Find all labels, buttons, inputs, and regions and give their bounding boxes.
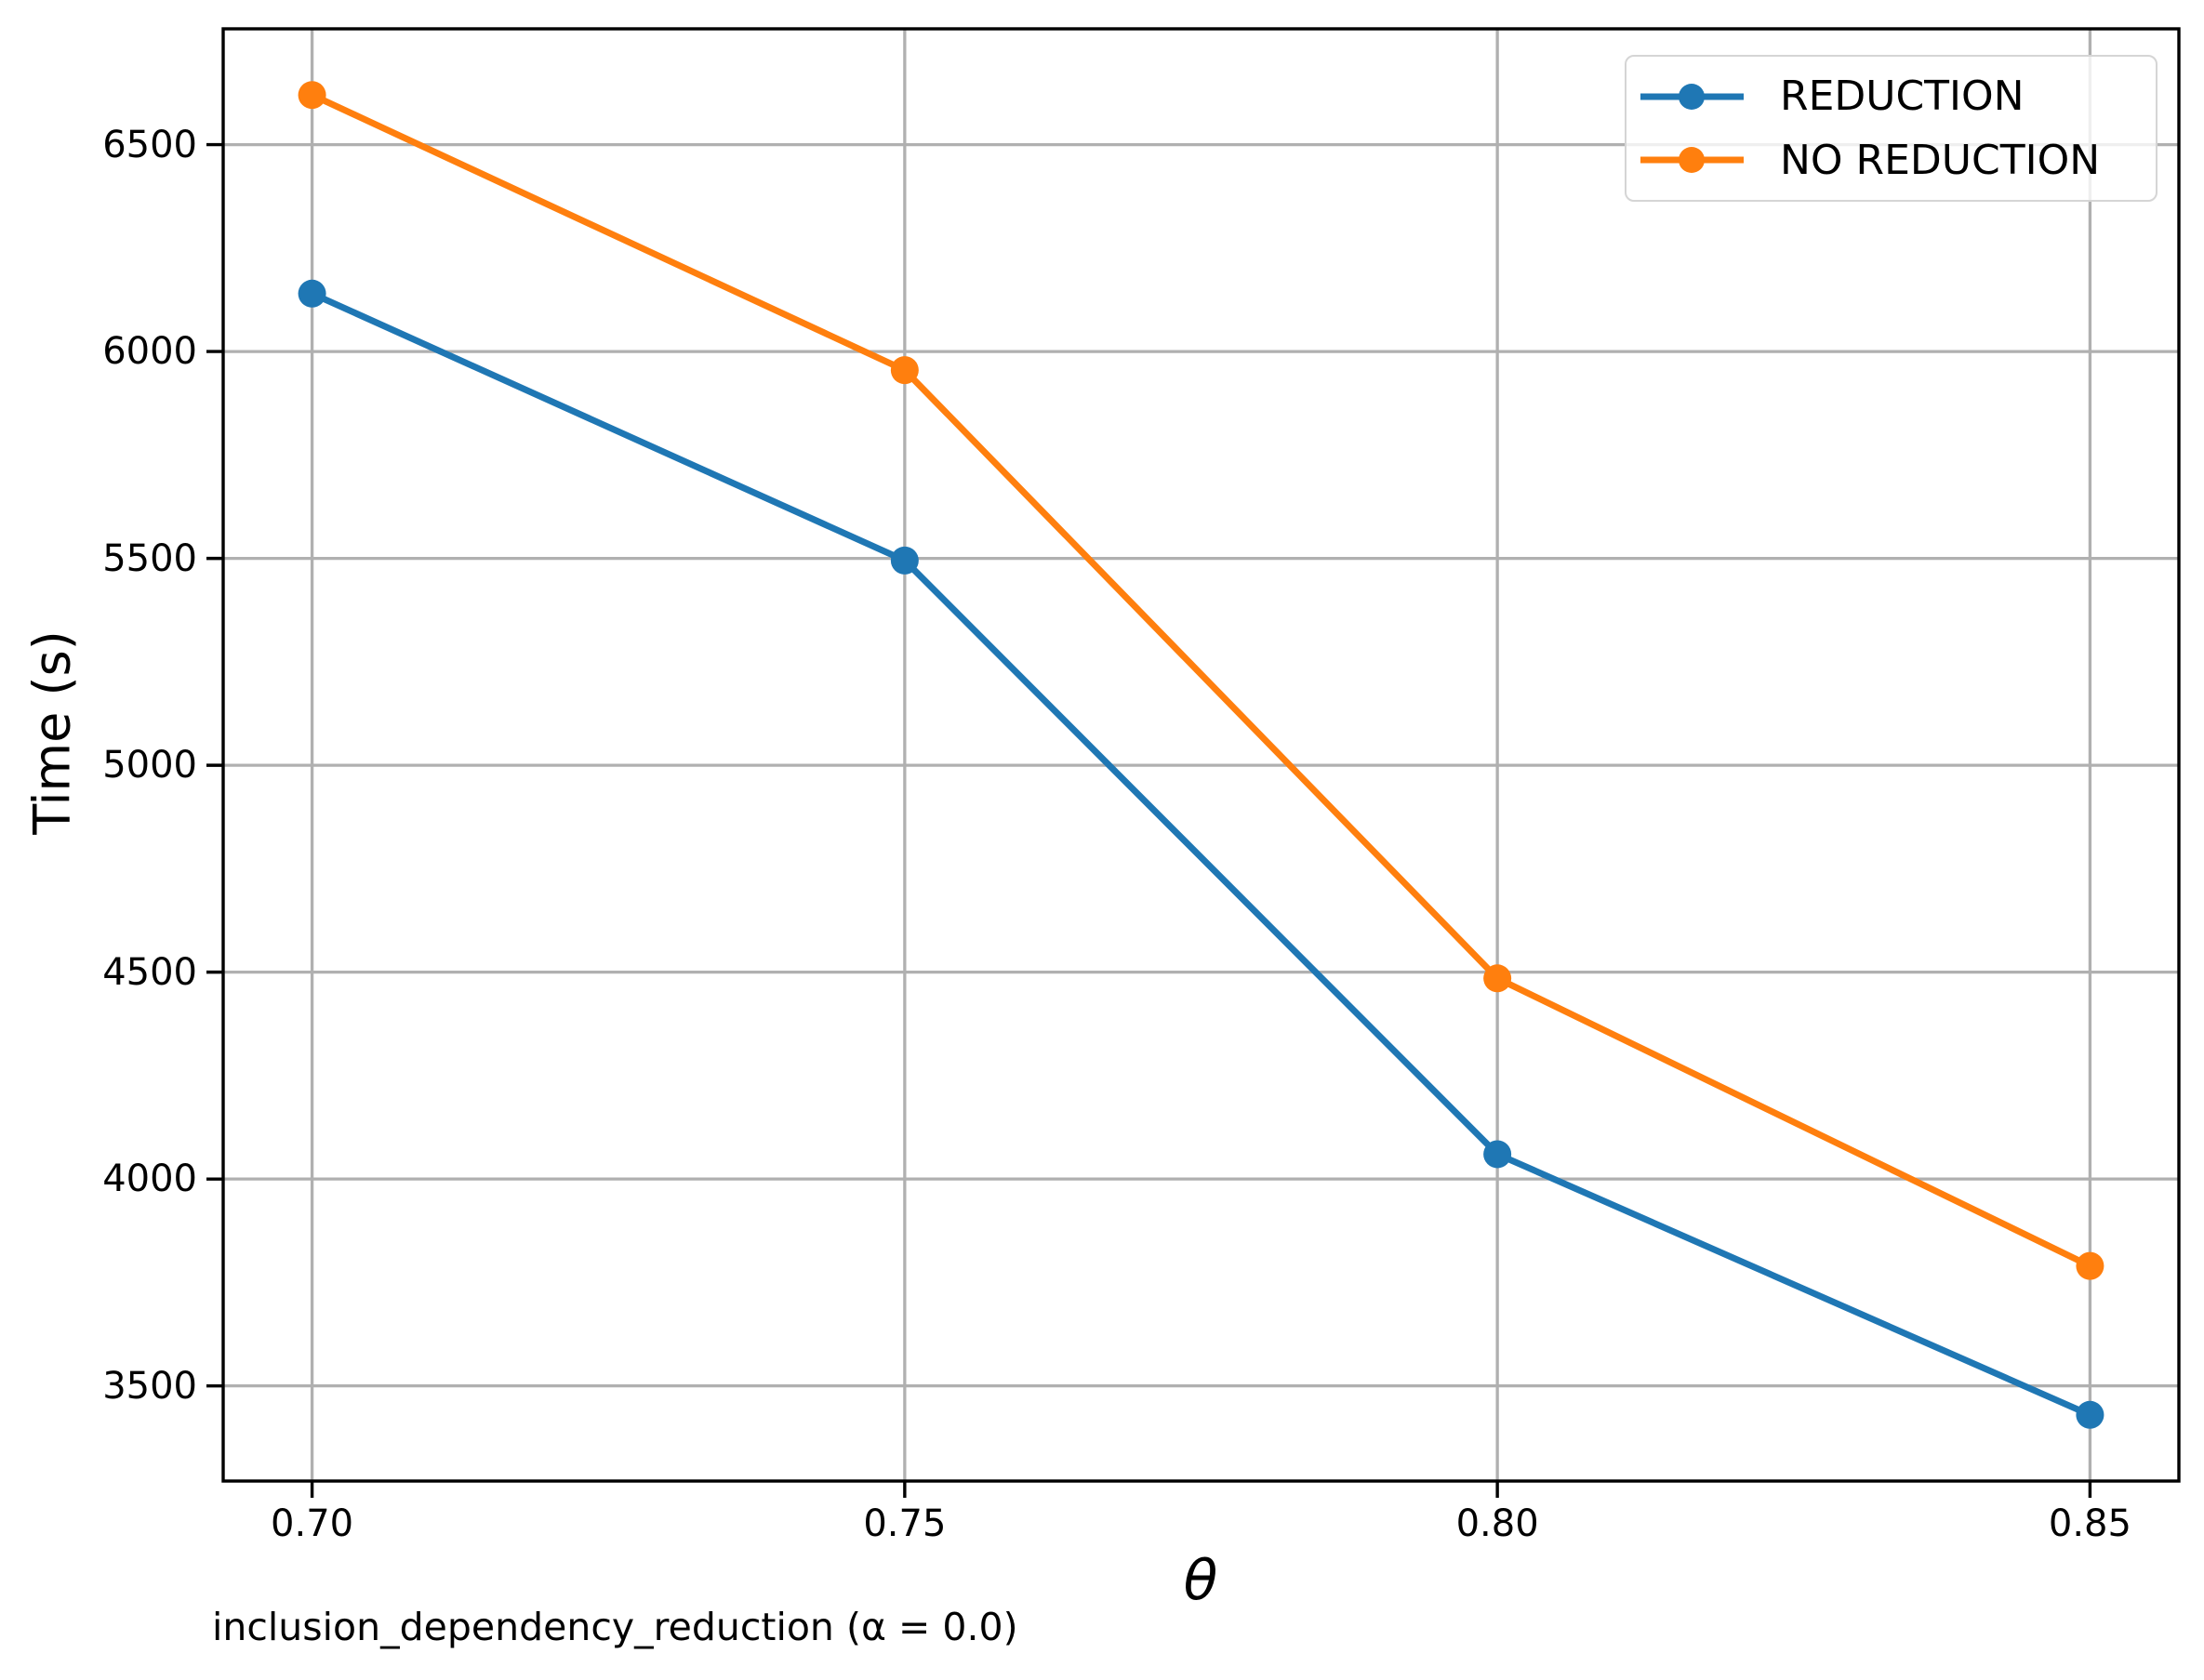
y-tick-label: 6000 bbox=[102, 330, 197, 374]
legend-marker-icon bbox=[1679, 83, 1705, 110]
x-tick-label: 0.75 bbox=[863, 1502, 947, 1545]
data-point-no-reduction bbox=[2076, 1251, 2104, 1280]
data-point-reduction bbox=[1483, 1140, 1512, 1169]
series-line-reduction bbox=[311, 290, 2091, 1419]
y-tick-label: 4000 bbox=[102, 1157, 197, 1201]
legend-line-sample bbox=[1640, 147, 1744, 174]
axes-spines bbox=[221, 27, 2181, 1483]
y-axis-label: Time (s) bbox=[22, 630, 82, 835]
y-tick-label: 3500 bbox=[102, 1364, 197, 1408]
data-point-reduction bbox=[298, 279, 326, 308]
series-line-no-reduction bbox=[311, 92, 2091, 1269]
x-tick-label: 0.70 bbox=[271, 1502, 354, 1545]
x-tick-label: 0.85 bbox=[2048, 1502, 2131, 1545]
x-axis-label: θ bbox=[1183, 1548, 1218, 1613]
legend-line-sample bbox=[1640, 83, 1744, 110]
x-tick-label: 0.80 bbox=[1455, 1502, 1539, 1545]
legend: REDUCTION NO REDUCTION bbox=[1625, 55, 2158, 202]
data-point-reduction bbox=[2076, 1400, 2104, 1429]
data-point-no-reduction bbox=[890, 356, 919, 385]
y-tick-label: 6500 bbox=[102, 123, 197, 166]
legend-label: NO REDUCTION bbox=[1780, 136, 2101, 184]
y-tick-label: 4500 bbox=[102, 950, 197, 994]
data-point-no-reduction bbox=[1483, 964, 1512, 993]
legend-marker-icon bbox=[1679, 147, 1705, 174]
y-tick-label: 5500 bbox=[102, 536, 197, 580]
y-tick-label: 5000 bbox=[102, 744, 197, 787]
legend-label: REDUCTION bbox=[1780, 73, 2025, 121]
data-point-reduction bbox=[890, 546, 919, 575]
data-point-no-reduction bbox=[298, 81, 326, 110]
legend-entry-reduction: REDUCTION bbox=[1639, 73, 2156, 120]
figure-caption: inclusion_dependency_reduction (α = 0.0) bbox=[212, 1605, 1018, 1649]
legend-entry-no-reduction: NO REDUCTION bbox=[1639, 137, 2156, 184]
